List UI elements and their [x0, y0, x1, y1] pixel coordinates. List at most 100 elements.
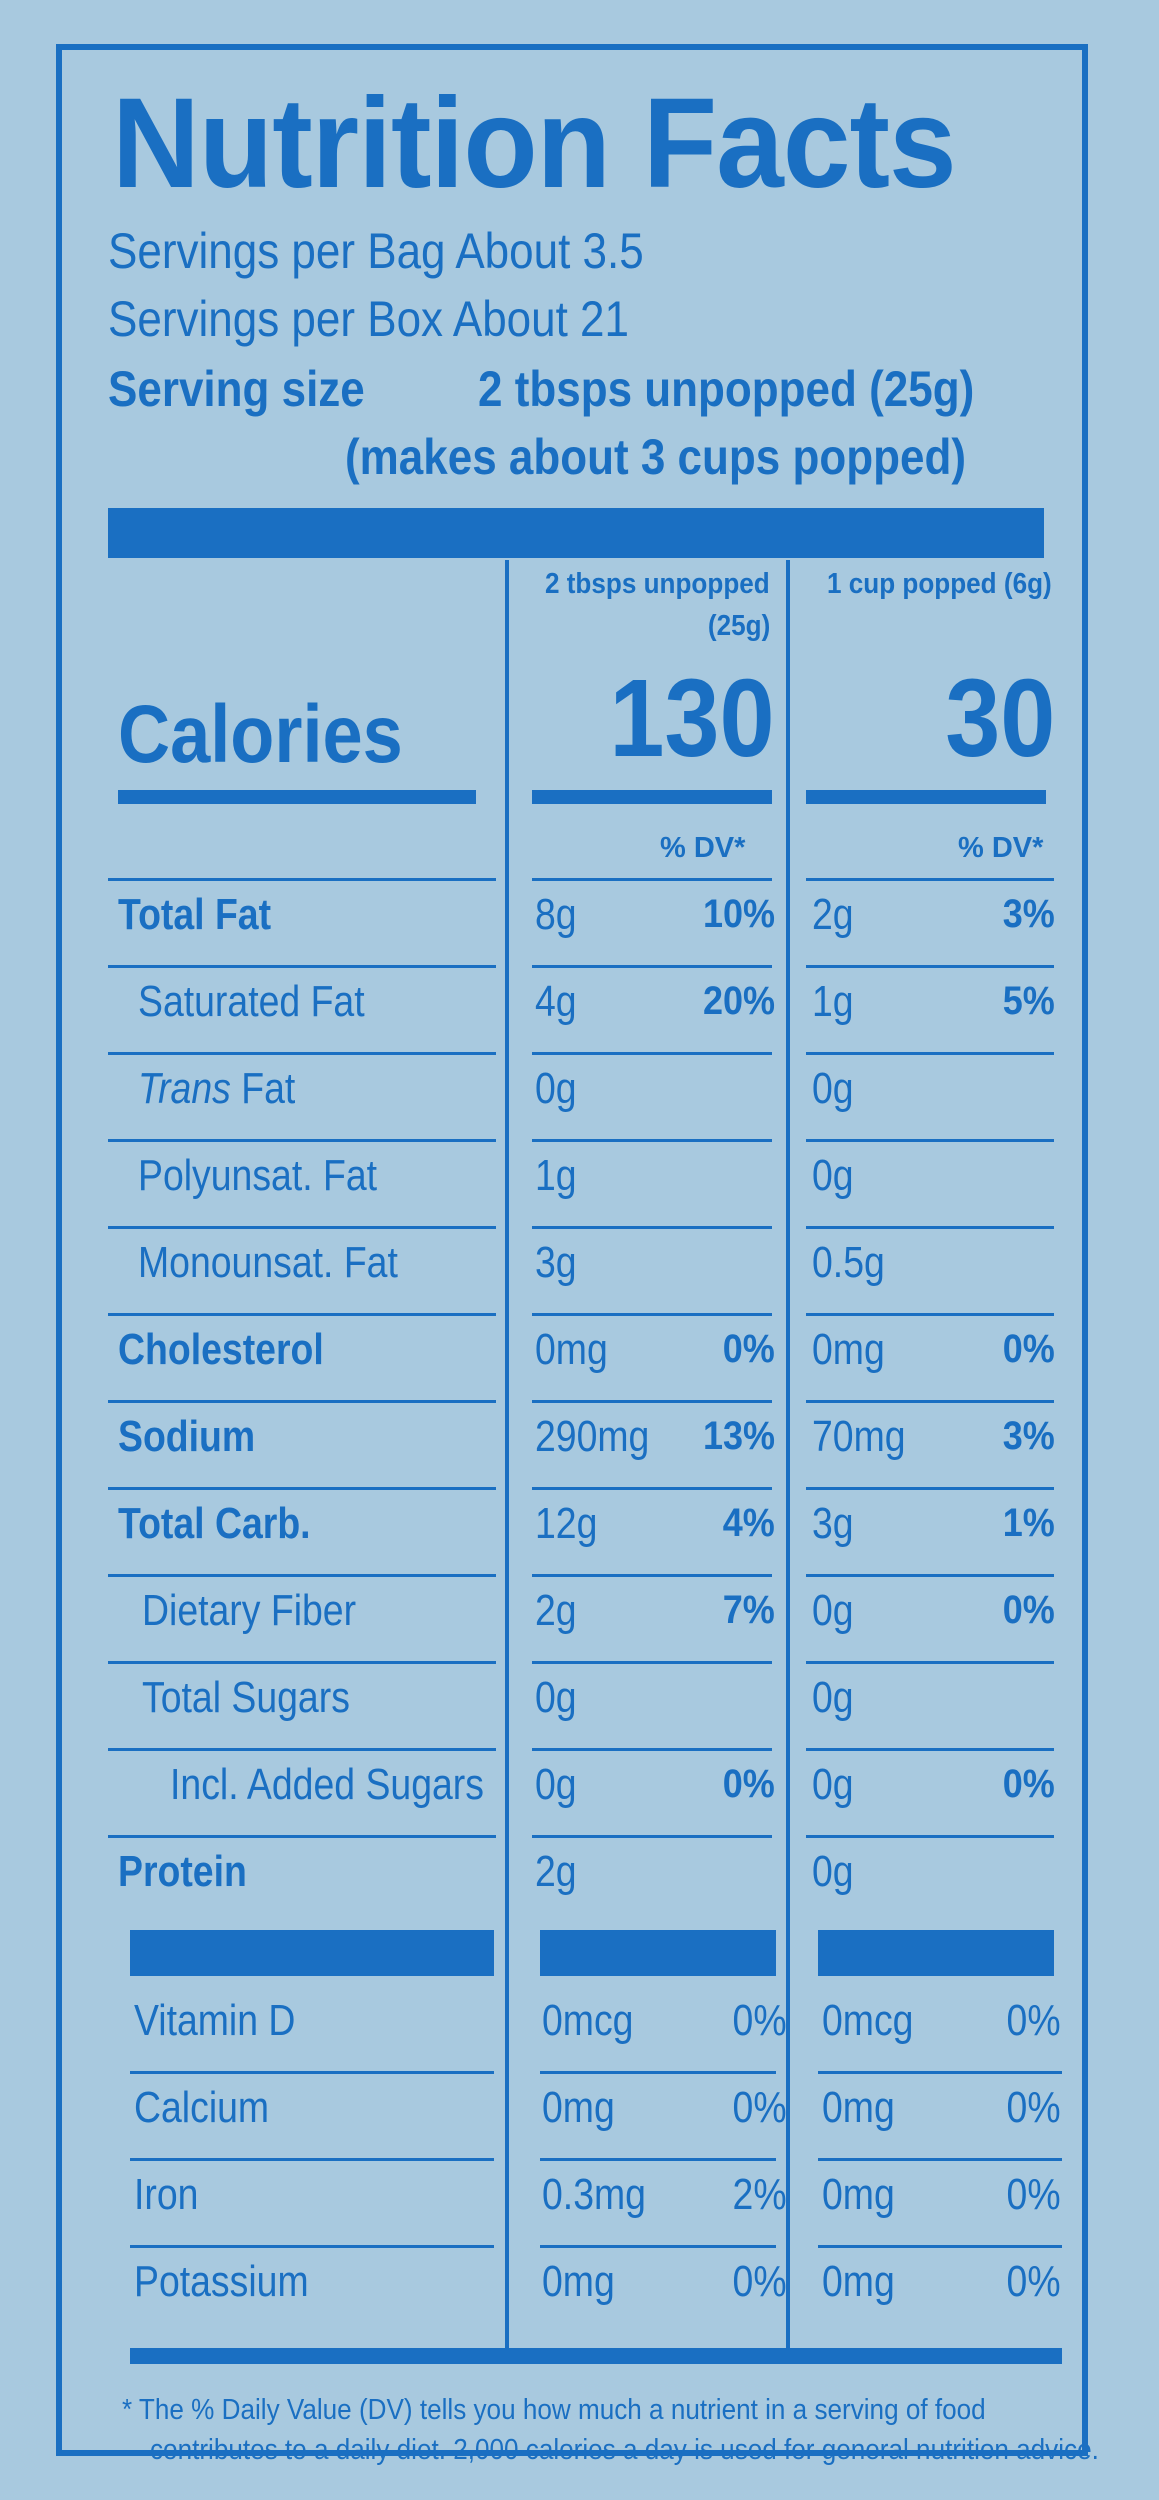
amount-col1: 12g — [535, 1499, 598, 1548]
vitamin-amount-col1: 0mcg — [542, 1996, 634, 2045]
dv-col2: 1% — [1002, 1501, 1055, 1545]
row-separator — [108, 1574, 496, 1577]
thick-divider — [108, 508, 1044, 558]
vitamin-dv-col2: 0% — [1006, 2257, 1061, 2306]
servings-per-bag: Servings per Bag About 3.5 — [108, 223, 644, 279]
row-separator — [806, 1139, 1054, 1142]
vitamin-label: Iron — [134, 2170, 199, 2219]
vitamin-amount-col2: 0mcg — [822, 1996, 914, 2045]
amount-col2: 0g — [812, 1586, 854, 1635]
amount-col1: 0g — [535, 1064, 577, 1113]
amount-col1: 1g — [535, 1151, 577, 1200]
footnote-line1: * The % Daily Value (DV) tells you how m… — [122, 2394, 986, 2426]
row-separator — [532, 1052, 772, 1055]
row-separator — [806, 1400, 1054, 1403]
vitamin-dv-col2: 0% — [1006, 1996, 1061, 2045]
vitamin-amount-col1: 0mg — [542, 2083, 615, 2132]
amount-col1: 3g — [535, 1238, 577, 1287]
row-separator — [108, 1835, 496, 1838]
amount-col1: 4g — [535, 977, 577, 1026]
row-separator — [540, 2158, 776, 2161]
amount-col1: 290mg — [535, 1412, 650, 1461]
calories-col1: 130 — [609, 657, 775, 780]
row-separator — [818, 2071, 1062, 2074]
vitamin-label: Vitamin D — [134, 1996, 296, 2045]
dv-col1: 13% — [702, 1414, 775, 1458]
row-separator — [108, 1226, 496, 1229]
row-separator — [130, 2071, 494, 2074]
row-separator — [108, 1661, 496, 1664]
row-separator — [532, 1487, 772, 1490]
calories-bar-col1 — [532, 790, 772, 804]
row-separator — [806, 1226, 1054, 1229]
column-divider-1 — [505, 560, 509, 2350]
nutrient-label: Polyunsat. Fat — [138, 1151, 378, 1200]
row-separator — [130, 2245, 494, 2248]
nutrient-label: Total Fat — [118, 890, 272, 939]
nutrient-label-italic: Trans — [138, 1064, 231, 1113]
dv-col1: 0% — [722, 1762, 775, 1806]
amount-col2: 1g — [812, 977, 854, 1026]
vitamin-dv-col1: 0% — [732, 2083, 787, 2132]
dv-col1: 0% — [722, 1327, 775, 1371]
nutrient-label: Total Carb. — [118, 1499, 311, 1548]
amount-col1: 2g — [535, 1586, 577, 1635]
row-separator — [532, 1400, 772, 1403]
serving-size-value: 2 tbsps unpopped (25g) — [478, 361, 975, 417]
dv-header-col1: % DV* — [660, 832, 746, 864]
calories-col2: 30 — [944, 657, 1055, 780]
row-separator — [806, 965, 1054, 968]
row-separator — [818, 2245, 1062, 2248]
row-separator — [540, 2245, 776, 2248]
nutrient-label: Trans Fat — [138, 1064, 295, 1114]
vitamin-bar-col2 — [818, 1930, 1054, 1976]
calories-bar-col2 — [806, 790, 1046, 804]
row-separator — [108, 1139, 496, 1142]
amount-col2: 0g — [812, 1151, 854, 1200]
amount-col1: 0g — [535, 1673, 577, 1722]
amount-col2: 3g — [812, 1499, 854, 1548]
vitamin-dv-col2: 0% — [1006, 2083, 1061, 2132]
row-separator — [532, 965, 772, 968]
row-separator — [532, 1226, 772, 1229]
vitamin-dv-col1: 0% — [732, 1996, 787, 2045]
row-separator — [806, 1487, 1054, 1490]
amount-col2: 0g — [812, 1760, 854, 1809]
nutrient-label: Dietary Fiber — [142, 1586, 357, 1635]
dv-col1: 7% — [722, 1588, 775, 1632]
row-separator — [540, 2071, 776, 2074]
dv-header-col2: % DV* — [958, 832, 1044, 864]
row-separator — [806, 1748, 1054, 1751]
row-separator — [806, 1661, 1054, 1664]
amount-col1: 2g — [535, 1847, 577, 1896]
amount-col2: 70mg — [812, 1412, 906, 1461]
nutrient-label: Total Sugars — [142, 1673, 350, 1722]
vitamin-amount-col2: 0mg — [822, 2257, 895, 2306]
calories-bar-label — [118, 790, 476, 804]
row-separator — [532, 1313, 772, 1316]
row-separator — [818, 2158, 1062, 2161]
nutrition-panel — [56, 44, 1088, 2456]
calories-label: Calories — [118, 689, 403, 780]
vitamin-amount-col1: 0.3mg — [542, 2170, 646, 2219]
row-separator — [532, 1139, 772, 1142]
vitamin-amount-col1: 0mg — [542, 2257, 615, 2306]
amount-col1: 8g — [535, 890, 577, 939]
nutrient-label-rest: Fat — [230, 1064, 296, 1113]
row-separator — [532, 1748, 772, 1751]
column-divider-2 — [786, 560, 790, 2350]
vitamin-dv-col1: 2% — [732, 2170, 787, 2219]
nutrient-label: Protein — [118, 1847, 247, 1896]
dv-col2: 0% — [1002, 1588, 1055, 1632]
nutrient-label: Incl. Added Sugars — [170, 1760, 484, 1809]
dv-col1: 20% — [702, 979, 775, 1023]
dv-col1: 10% — [702, 892, 775, 936]
row-separator — [108, 965, 496, 968]
row-separator — [108, 1487, 496, 1490]
amount-col2: 0g — [812, 1673, 854, 1722]
row-separator — [532, 878, 772, 881]
vitamin-label: Potassium — [134, 2257, 309, 2306]
row-separator — [806, 1574, 1054, 1577]
col1-header-line1: 2 tbsps unpopped — [545, 568, 770, 600]
nutrient-label: Sodium — [118, 1412, 256, 1461]
